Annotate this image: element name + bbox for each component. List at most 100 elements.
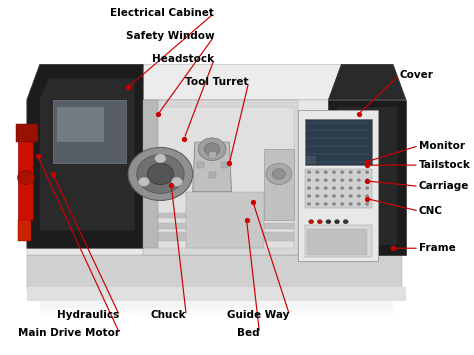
Polygon shape <box>40 78 135 230</box>
Circle shape <box>326 220 331 224</box>
Circle shape <box>324 203 328 206</box>
Polygon shape <box>147 223 294 229</box>
Circle shape <box>316 179 319 181</box>
Circle shape <box>324 187 328 190</box>
Circle shape <box>324 171 328 174</box>
Circle shape <box>147 163 173 185</box>
Circle shape <box>324 195 328 197</box>
Text: Tool Turret: Tool Turret <box>185 77 249 87</box>
Polygon shape <box>18 220 31 241</box>
Text: CNC: CNC <box>419 206 443 216</box>
Polygon shape <box>143 100 158 248</box>
FancyBboxPatch shape <box>221 162 228 168</box>
Text: Frame: Frame <box>419 243 456 253</box>
Polygon shape <box>186 192 264 248</box>
Circle shape <box>349 171 352 174</box>
FancyBboxPatch shape <box>305 225 372 257</box>
Polygon shape <box>18 135 33 220</box>
Circle shape <box>307 203 311 206</box>
Text: Bed: Bed <box>237 328 259 338</box>
Polygon shape <box>27 100 401 255</box>
Circle shape <box>365 171 369 174</box>
Polygon shape <box>53 100 126 163</box>
Polygon shape <box>193 142 231 192</box>
Circle shape <box>324 179 328 181</box>
Circle shape <box>309 220 314 224</box>
Circle shape <box>365 179 369 181</box>
Circle shape <box>357 203 361 206</box>
Circle shape <box>349 203 352 206</box>
Polygon shape <box>147 213 294 218</box>
Polygon shape <box>27 287 406 301</box>
Circle shape <box>365 195 369 197</box>
Circle shape <box>171 177 182 186</box>
FancyBboxPatch shape <box>305 119 372 165</box>
Polygon shape <box>40 301 393 308</box>
Circle shape <box>357 187 361 190</box>
Circle shape <box>316 203 319 206</box>
Text: Safety Window: Safety Window <box>126 31 214 41</box>
Circle shape <box>18 170 35 185</box>
Circle shape <box>307 195 311 197</box>
Text: Guide Way: Guide Way <box>228 310 290 321</box>
Circle shape <box>307 187 311 190</box>
Polygon shape <box>328 100 406 255</box>
FancyBboxPatch shape <box>209 172 216 178</box>
Circle shape <box>365 203 369 206</box>
FancyBboxPatch shape <box>307 229 367 255</box>
Polygon shape <box>27 255 401 291</box>
Text: Monitor: Monitor <box>419 141 465 151</box>
Circle shape <box>204 143 220 155</box>
Polygon shape <box>306 156 316 164</box>
Polygon shape <box>344 135 350 220</box>
Text: Electrical Cabinet: Electrical Cabinet <box>110 8 214 18</box>
Circle shape <box>349 187 352 190</box>
Circle shape <box>365 187 369 190</box>
Text: Headstock: Headstock <box>152 54 214 64</box>
Circle shape <box>357 179 361 181</box>
Polygon shape <box>328 64 406 100</box>
Circle shape <box>273 169 285 179</box>
Circle shape <box>357 195 361 197</box>
Text: Chuck: Chuck <box>151 310 186 321</box>
FancyBboxPatch shape <box>298 110 378 261</box>
Polygon shape <box>27 64 143 248</box>
Circle shape <box>316 171 319 174</box>
Circle shape <box>137 154 184 193</box>
Text: Main Drive Motor: Main Drive Motor <box>18 328 119 338</box>
FancyBboxPatch shape <box>305 169 372 208</box>
Circle shape <box>307 179 311 181</box>
Circle shape <box>340 171 344 174</box>
Circle shape <box>340 187 344 190</box>
Circle shape <box>307 171 311 174</box>
Circle shape <box>138 177 150 186</box>
Polygon shape <box>143 100 298 255</box>
Circle shape <box>316 195 319 197</box>
Polygon shape <box>147 232 294 241</box>
Circle shape <box>332 179 336 181</box>
Circle shape <box>332 171 336 174</box>
Circle shape <box>316 187 319 190</box>
Circle shape <box>332 187 336 190</box>
Polygon shape <box>57 107 104 142</box>
Polygon shape <box>16 125 37 142</box>
Polygon shape <box>337 107 397 245</box>
Polygon shape <box>264 149 294 220</box>
Polygon shape <box>40 308 393 315</box>
Circle shape <box>340 195 344 197</box>
Circle shape <box>332 195 336 197</box>
FancyBboxPatch shape <box>197 162 203 168</box>
Circle shape <box>340 179 344 181</box>
Circle shape <box>349 179 352 181</box>
Polygon shape <box>27 64 401 100</box>
Polygon shape <box>147 107 294 248</box>
Circle shape <box>266 163 292 185</box>
Circle shape <box>349 195 352 197</box>
Circle shape <box>317 220 322 224</box>
Text: Cover: Cover <box>400 70 433 80</box>
Text: Carriage: Carriage <box>419 181 469 191</box>
Text: Tailstock: Tailstock <box>419 160 471 170</box>
Circle shape <box>357 171 361 174</box>
Circle shape <box>128 147 193 201</box>
Circle shape <box>155 154 166 163</box>
